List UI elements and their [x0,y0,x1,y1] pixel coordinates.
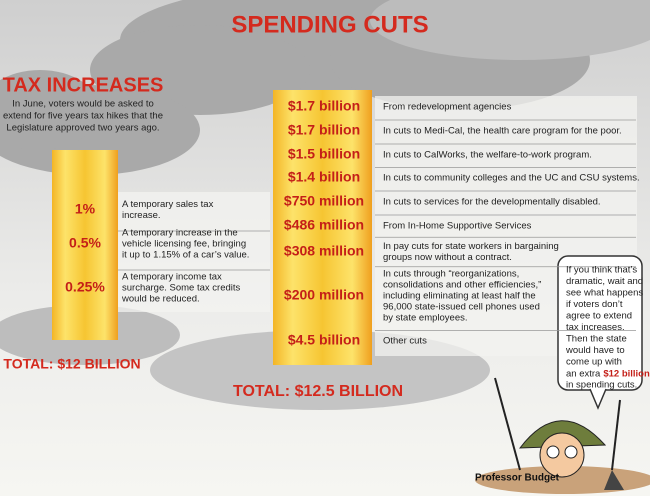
spending-description: In cuts to CalWorks, the welfare-to-work… [383,150,592,161]
spending-amount: $1.7 billion [288,98,360,114]
tax-description: A temporary increase in the [122,228,238,239]
spending-description: including eliminating at least half the [383,291,536,302]
bubble-text: come up with [566,357,622,368]
spending-description: by state employees. [383,313,468,324]
bubble-text: an extra [566,368,601,379]
spending-amount: $1.5 billion [288,146,360,162]
bubble-amount: $12 billion [603,368,650,379]
bubble-text: If you think that’s [566,265,637,276]
tax-column [52,150,118,340]
spending-amount: $4.5 billion [288,332,360,348]
spending-amount: $486 million [284,217,364,233]
bubble-text: tax increases. [566,322,625,333]
professor-illustration [475,377,650,494]
spending-description: Other cuts [383,336,427,347]
bubble-text: agree to extend [566,311,632,322]
tax-description: A temporary income tax [122,272,222,283]
spending-description: From redevelopment agencies [383,102,512,113]
spending-amount: $308 million [284,243,364,259]
tax-intro: Legislature approved two years ago. [6,123,159,134]
spending-description: In cuts to services for the developmenta… [383,197,601,208]
bubble-tail [589,388,607,410]
tax-description: it up to 1.15% of a car’s value. [122,250,249,261]
spending-description: In pay cuts for state workers in bargain… [383,241,559,252]
spending-description: In cuts to Medi-Cal, the health care pro… [383,126,622,137]
bubble-text: an extra $12 billion [566,368,650,379]
tax-description: surcharge. Some tax credits [122,283,241,294]
tax-amount: 0.5% [69,235,101,251]
bubble-text: in spending cuts. [566,380,637,391]
spending-description: groups now without a contract. [383,252,512,263]
tax-amount: 0.25% [65,279,105,295]
bubble-text: dramatic, wait and [566,276,643,287]
bubble-text: would have to [565,345,625,356]
tax-total: TOTAL: $12 BILLION [3,356,140,372]
tax-title: TAX INCREASES [3,74,164,96]
tax-description: would be reduced. [121,294,200,305]
spending-description: consolidations and other efficiencies,” [383,280,541,291]
bubble-text: if voters don’t [566,299,623,310]
spending-total: TOTAL: $12.5 BILLION [233,383,403,400]
tax-intro: extend for five years tax hikes that the [3,111,163,122]
spending-amount: $200 million [284,287,364,303]
bubble-text: see what happens [566,288,643,299]
tax-description: vehicle licensing fee, bringing [122,239,246,250]
tax-intro: In June, voters would be asked to [12,99,154,110]
spending-amount: $1.4 billion [288,169,360,185]
spending-description: In cuts to community colleges and the UC… [383,173,640,184]
spending-title: SPENDING CUTS [231,11,428,38]
spending-amount: $1.7 billion [288,122,360,138]
tax-description: increase. [122,210,161,221]
tax-description: A temporary sales tax [122,199,214,210]
spending-description: From In-Home Supportive Services [383,221,532,232]
tax-amount: 1% [75,201,96,217]
spending-amount: $750 million [284,193,364,209]
spending-description: 96,000 state-issued cell phones used [383,302,540,313]
spending-description: In cuts through “reorganizations, [383,269,519,280]
bubble-text: Then the state [566,334,627,345]
professor-name: Professor Budget [475,473,560,484]
spending-column [273,90,372,365]
tax-panel [118,192,270,312]
